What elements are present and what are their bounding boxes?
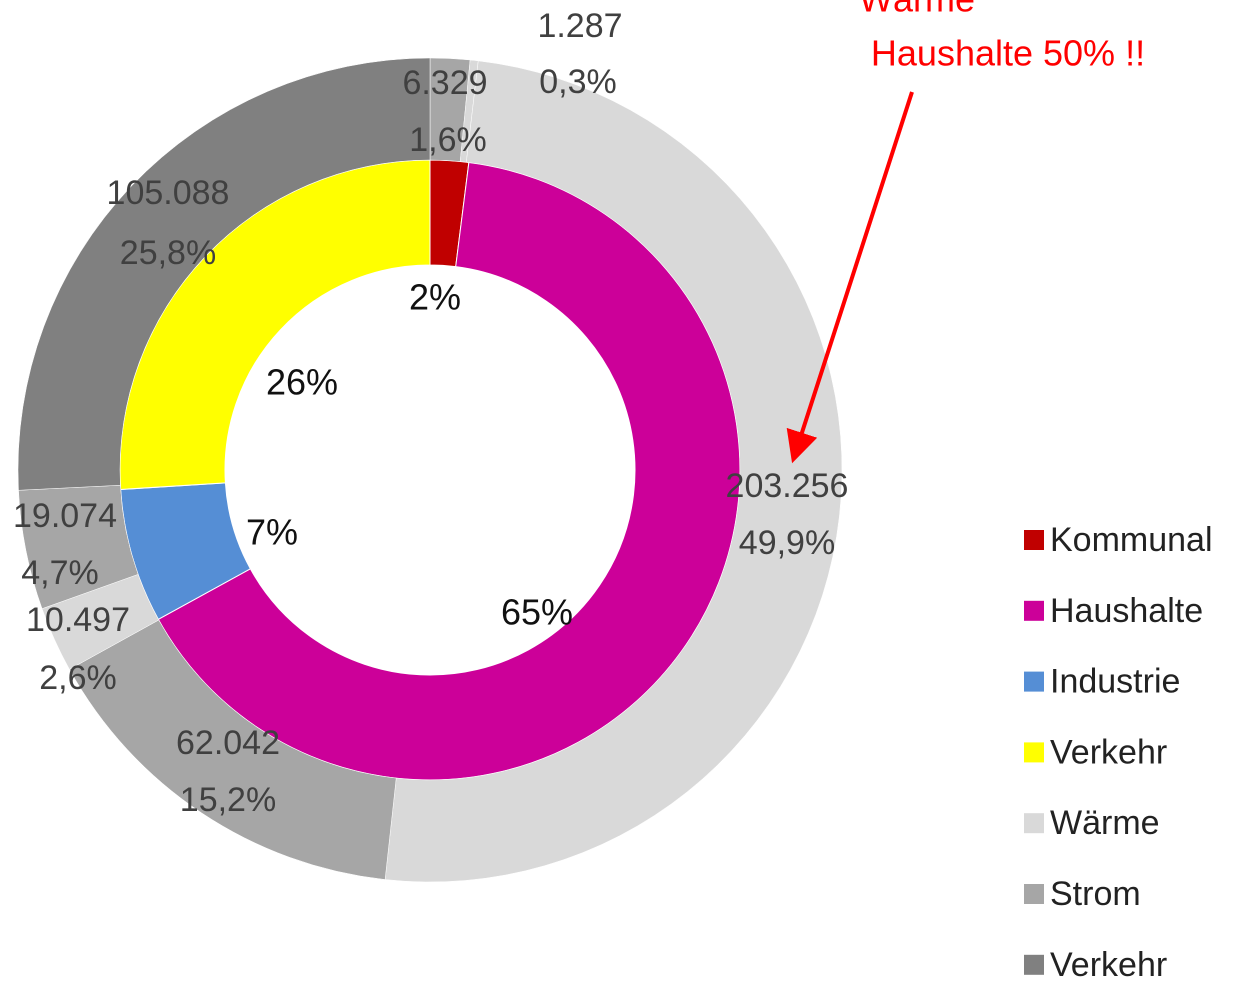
donut-segment	[384, 60, 843, 883]
percent-label: 0,3%	[539, 63, 617, 101]
legend-swatch	[1024, 813, 1044, 834]
percent-label: 49,9%	[739, 524, 835, 562]
value-label: 203.256	[726, 467, 849, 505]
value-label: 1.287	[537, 7, 622, 45]
legend-label: Kommunal	[1050, 521, 1213, 559]
legend-label: Verkehr	[1050, 733, 1167, 771]
legend-label: Wärme	[1050, 804, 1160, 842]
legend-label: Strom	[1050, 875, 1141, 913]
annotation-text: Wärme	[859, 0, 975, 20]
percent-label: 2,6%	[39, 659, 117, 697]
percent-label: 15,2%	[180, 781, 276, 819]
rings	[17, 57, 843, 883]
value-label: 10.497	[26, 601, 130, 639]
value-label: 62.042	[176, 724, 280, 762]
legend-swatch	[1024, 742, 1044, 763]
donut-segment	[17, 57, 431, 491]
inner-label: 2%	[409, 277, 461, 318]
annotation-text: Haushalte 50% !!	[871, 33, 1145, 74]
annotation-arrow	[786, 91, 914, 464]
legend-swatch	[1024, 530, 1044, 550]
legend-swatch	[1024, 671, 1044, 692]
value-label: 6.329	[402, 64, 487, 102]
legend-swatch	[1024, 954, 1044, 975]
legend-swatch	[1024, 600, 1044, 621]
percent-label: 1,6%	[409, 121, 487, 159]
labels: 2% 65% 7% 26% 6.329 1,6% 1.287 0,3% 203.256 49,9%…	[13, 7, 848, 819]
value-label: 105.088	[107, 174, 230, 212]
legend-label: Verkehr	[1050, 946, 1167, 983]
legend-swatch	[1024, 884, 1044, 904]
inner-label: 26%	[266, 362, 338, 403]
percent-label: 4,7%	[21, 554, 99, 592]
legend: Kommunal Haushalte Industrie Verkehr Wärme St…	[1024, 521, 1213, 983]
legend-label: Industrie	[1050, 663, 1180, 701]
legend-label: Haushalte	[1050, 592, 1203, 630]
inner-label: 65%	[501, 592, 573, 633]
inner-label: 7%	[246, 512, 298, 553]
value-label: 19.074	[13, 497, 117, 535]
percent-label: 25,8%	[120, 234, 216, 272]
